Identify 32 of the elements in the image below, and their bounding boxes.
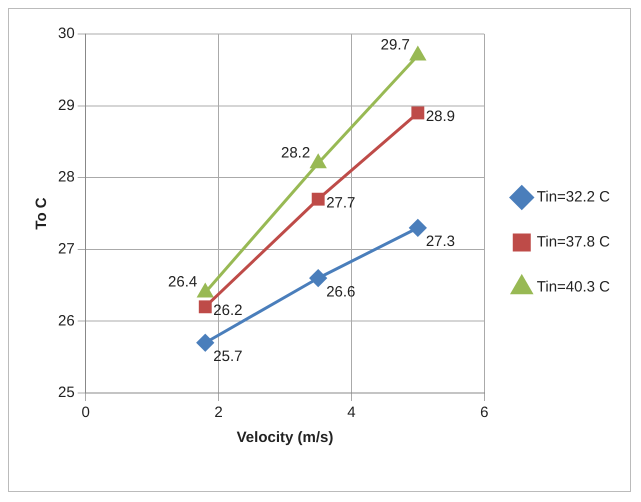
point [196, 334, 214, 352]
y-tick-label: 27 [58, 240, 75, 258]
legend-label: Tin=37.8 C [536, 234, 610, 251]
point [411, 106, 424, 120]
x-tick-label: 4 [347, 404, 356, 422]
y-tick-label: 30 [58, 25, 75, 42]
point [310, 270, 327, 287]
data-label: 26.6 [326, 283, 356, 300]
data-label: 27.7 [326, 194, 356, 212]
data-label: 26.2 [213, 302, 242, 319]
y-axis-title: To C [33, 197, 50, 230]
y-tick-label: 29 [58, 96, 75, 114]
x-axis-title: Velocity (m/s) [236, 429, 334, 446]
x-tick-label: 6 [480, 404, 488, 422]
point [312, 192, 325, 206]
y-tick-label: 26 [58, 312, 75, 330]
x-tick-label: 0 [82, 404, 90, 422]
y-tick-label: 25 [58, 384, 75, 402]
legend-label: Tin=40.3 C [536, 278, 610, 296]
data-label: 29.7 [380, 36, 410, 54]
data-label: 26.4 [168, 274, 198, 291]
data-label: 28.2 [280, 144, 310, 162]
x-tick-label: 2 [214, 404, 223, 422]
point [409, 219, 426, 236]
point [198, 300, 212, 314]
data-label: 28.9 [426, 108, 456, 126]
y-tick-label: 28 [58, 168, 75, 186]
data-label: 27.3 [426, 233, 456, 250]
data-label: 25.7 [213, 348, 242, 365]
legend-label: Tin=32.2 C [536, 188, 610, 206]
point [310, 154, 326, 168]
point [410, 47, 426, 61]
